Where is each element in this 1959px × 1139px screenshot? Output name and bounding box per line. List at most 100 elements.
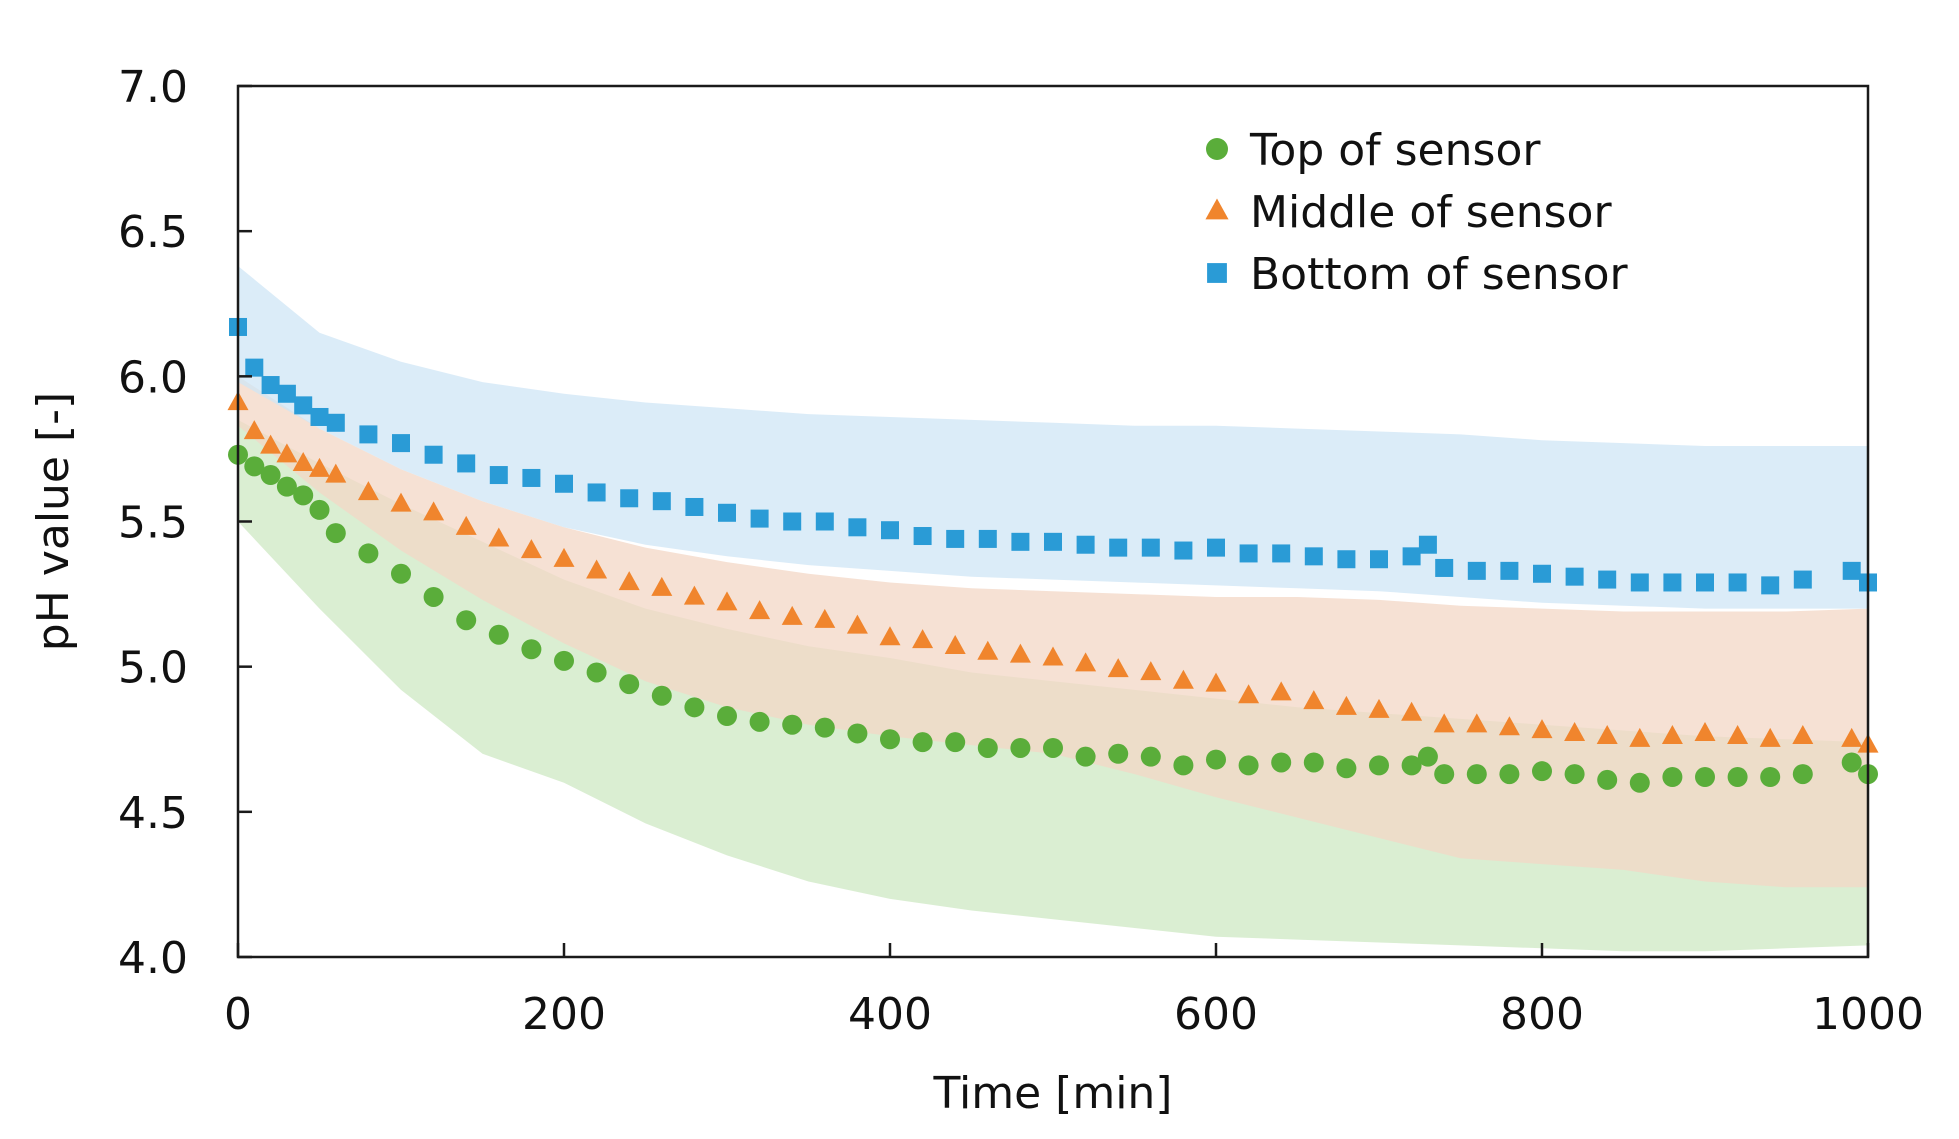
point-series-2 [424, 445, 443, 464]
point-series-0 [391, 563, 411, 584]
point-series-2 [245, 358, 264, 377]
point-series-2 [326, 413, 345, 432]
point-series-1 [1107, 658, 1129, 678]
point-series-1 [276, 443, 298, 463]
legend-marker-2 [1207, 263, 1227, 283]
y-tick-label: 6.0 [118, 352, 188, 403]
point-series-2 [1141, 538, 1160, 557]
point-series-1 [977, 640, 999, 660]
point-series-2 [685, 497, 704, 516]
point-series-2 [1842, 561, 1861, 580]
legend-label-2: Bottom of sensor [1250, 249, 1628, 300]
point-series-2 [1402, 547, 1421, 566]
point-series-0 [1841, 752, 1862, 773]
point-series-2 [489, 466, 508, 485]
y-axis-ticks: 4.0 4.5 5.0 5.5 6.0 6.5 7.0 [118, 62, 252, 984]
point-series-1 [846, 614, 868, 634]
point-series-2 [1076, 535, 1095, 554]
point-series-2 [750, 509, 769, 528]
point-series-2 [1533, 564, 1551, 583]
x-tick-label: 600 [1174, 989, 1258, 1040]
point-series-2 [1304, 547, 1323, 566]
point-series-0 [456, 610, 477, 631]
point-series-2 [1272, 544, 1291, 563]
point-series-1 [309, 457, 330, 477]
point-series-2 [1663, 573, 1682, 592]
x-axis-label: Time [min] [933, 1068, 1173, 1119]
point-series-1 [1368, 698, 1390, 718]
point-series-2 [310, 407, 329, 426]
point-series-2 [587, 483, 606, 502]
point-series-1 [423, 501, 445, 521]
point-series-2 [277, 384, 296, 403]
point-series-1 [520, 539, 542, 559]
point-series-1 [749, 600, 771, 620]
point-series-0 [749, 711, 770, 732]
point-series-2 [848, 518, 867, 537]
point-series-0 [325, 523, 346, 544]
point-series-1 [618, 571, 640, 591]
point-series-0 [847, 723, 868, 744]
point-series-0 [880, 729, 900, 750]
point-series-2 [1696, 573, 1714, 592]
point-series-1 [325, 463, 347, 483]
point-series-1 [455, 515, 477, 535]
point-series-2 [294, 396, 313, 415]
y-tick-label: 5.0 [118, 643, 188, 694]
point-series-1 [243, 420, 265, 440]
point-series-1 [1140, 661, 1162, 681]
point-series-0 [1792, 764, 1813, 785]
point-series-1 [1238, 684, 1260, 704]
point-series-0 [1108, 743, 1129, 764]
point-series-1 [683, 585, 705, 605]
x-tick-label: 800 [1500, 989, 1584, 1040]
point-series-2 [1207, 538, 1225, 557]
point-series-2 [392, 434, 410, 453]
point-series-0 [554, 650, 574, 671]
legend-marker-0 [1206, 138, 1228, 160]
point-series-2 [1337, 550, 1356, 569]
point-series-1 [1564, 722, 1586, 742]
series-1-points [227, 391, 1879, 753]
x-tick-label: 1000 [1812, 989, 1924, 1040]
point-series-0 [276, 476, 297, 497]
point-series-1 [292, 452, 314, 472]
point-series-1 [1172, 669, 1194, 689]
point-series-0 [1417, 746, 1438, 767]
x-tick-label: 400 [848, 989, 932, 1040]
point-series-1 [1466, 713, 1488, 733]
point-series-0 [1075, 746, 1096, 767]
point-series-1 [1498, 716, 1520, 736]
point-series-0 [1727, 766, 1748, 787]
point-series-1 [1303, 690, 1325, 710]
point-series-0 [651, 685, 672, 706]
point-series-2 [718, 503, 736, 522]
band-series-1 [238, 376, 1868, 888]
point-series-0 [521, 639, 542, 660]
point-series-2 [1467, 561, 1486, 580]
point-series-0 [1434, 764, 1455, 785]
point-series-0 [1303, 752, 1324, 773]
point-series-1 [357, 481, 379, 501]
point-series-1 [879, 626, 901, 646]
y-tick-label: 5.5 [118, 498, 188, 549]
point-series-1 [814, 608, 836, 628]
x-tick-label: 0 [224, 989, 252, 1040]
point-series-0 [1173, 755, 1194, 776]
series-0-points [228, 444, 1878, 793]
legend-label-1: Middle of sensor [1250, 187, 1612, 238]
point-series-0 [1401, 755, 1422, 776]
point-series-1 [1433, 713, 1455, 733]
point-series-1 [1661, 724, 1683, 744]
point-series-0 [1532, 761, 1552, 782]
point-series-2 [1500, 561, 1519, 580]
point-series-1 [586, 559, 608, 579]
point-series-2 [1793, 570, 1812, 589]
point-series-2 [1761, 576, 1780, 595]
point-series-0 [1564, 764, 1585, 785]
point-series-1 [1335, 695, 1357, 715]
point-series-0 [814, 717, 835, 738]
point-series-1 [390, 492, 412, 512]
point-series-2 [913, 527, 932, 546]
point-series-1 [1759, 727, 1781, 747]
